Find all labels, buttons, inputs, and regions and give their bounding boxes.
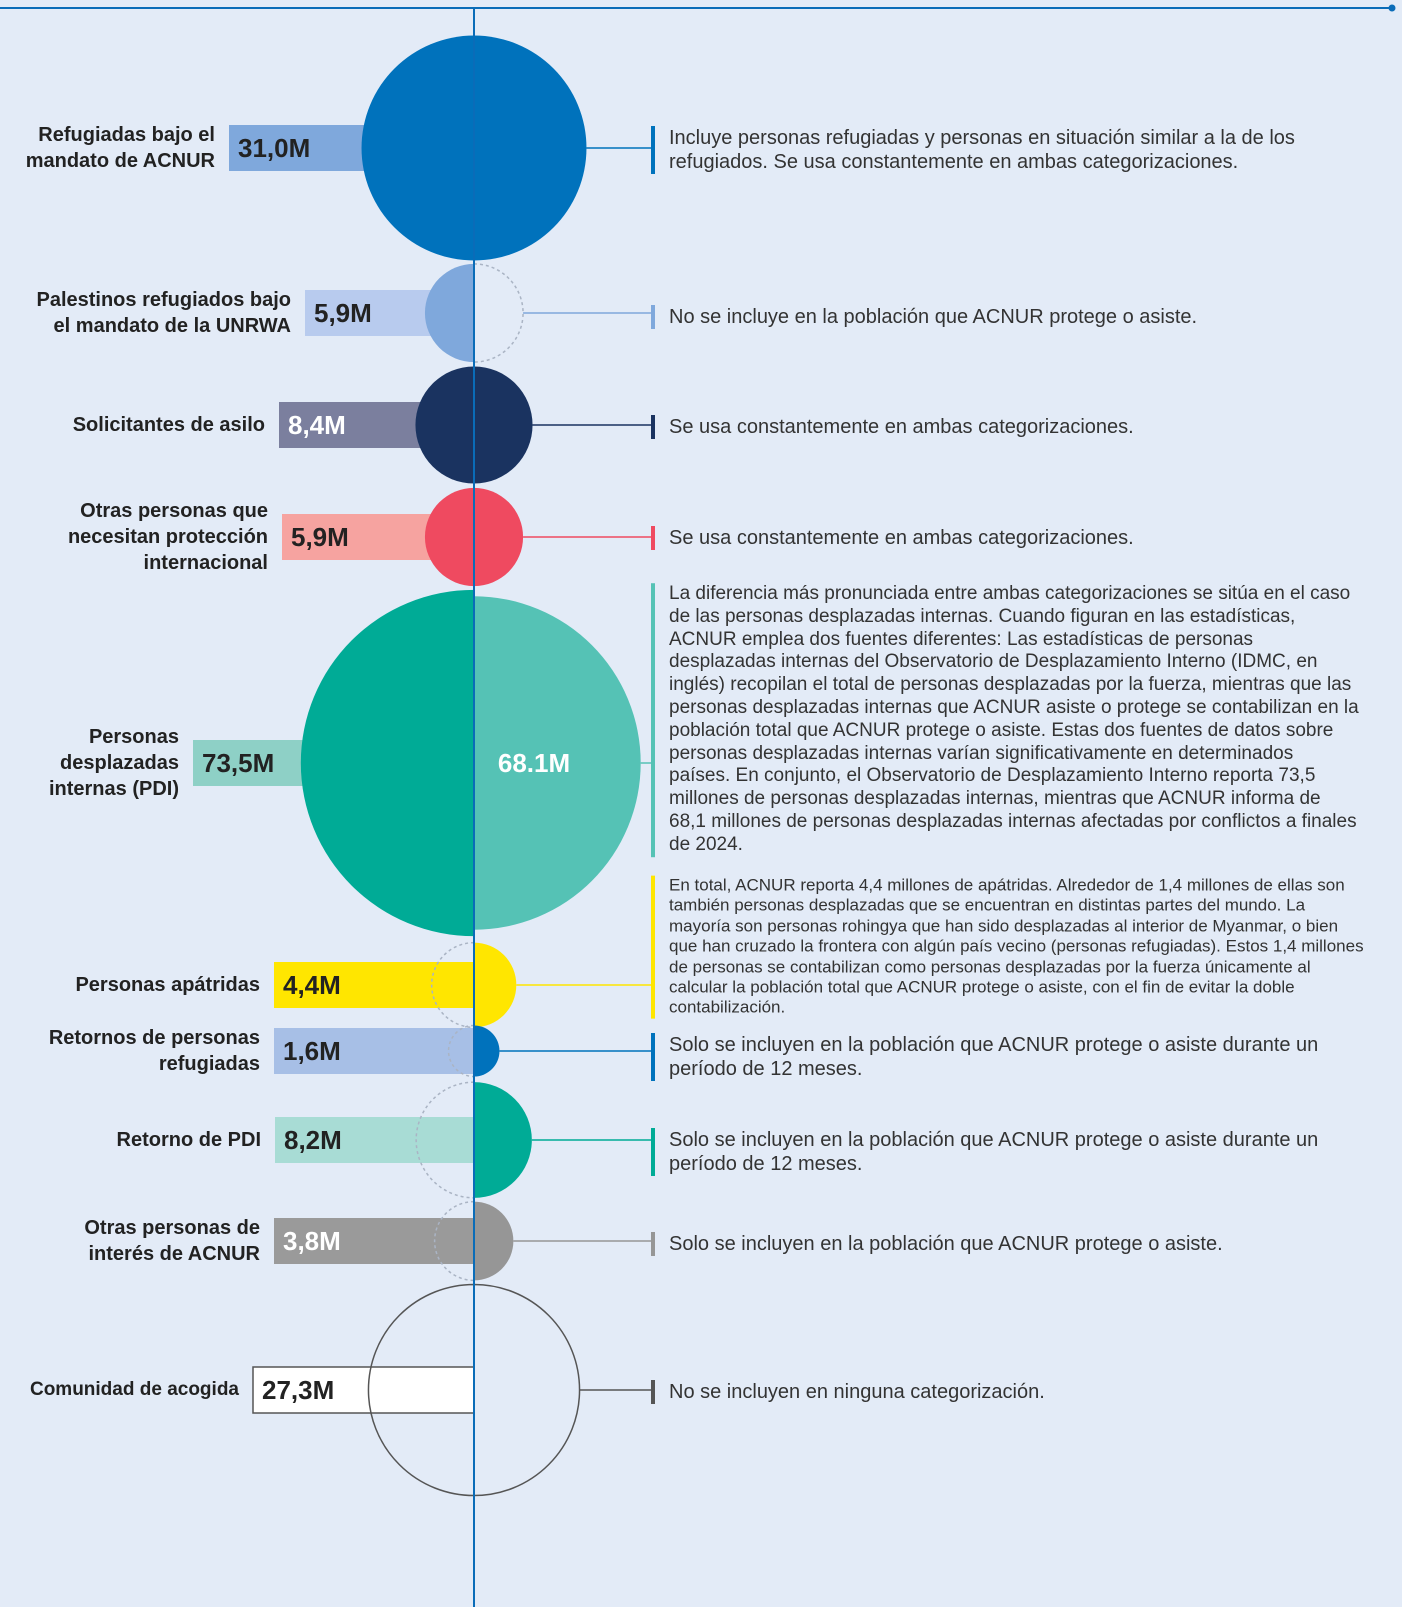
circle-left <box>415 366 474 484</box>
value-label: 31,0M <box>238 133 310 163</box>
circle-left <box>448 1024 475 1078</box>
value-bar <box>275 1117 474 1163</box>
row-label: Retorno de PDI <box>116 1129 261 1151</box>
circle-right <box>474 1201 514 1281</box>
row-label: Retornos de personas refugiadas <box>48 1027 260 1075</box>
row-label: Personas desplazadas internas (PDI) <box>48 726 179 800</box>
value-label: 8,4M <box>288 410 346 440</box>
circle-right <box>474 35 587 261</box>
row-note: Se usa constantemente en ambas categoriz… <box>651 415 1359 439</box>
row-note: Solo se incluyen en la población que ACN… <box>651 1232 1359 1256</box>
row-note: No se incluye en la población que ACNUR … <box>651 305 1359 329</box>
row-note: La diferencia más pronunciada entre amba… <box>651 583 1359 857</box>
row-label: Personas apátridas <box>75 974 260 996</box>
row-note: Se usa constantemente en ambas categoriz… <box>651 526 1359 550</box>
value-label: 3,8M <box>283 1226 341 1256</box>
circle-left <box>361 35 474 261</box>
row-note: Incluye personas refugiadas y personas e… <box>651 126 1359 174</box>
circle-right <box>474 487 524 587</box>
row-note: En total, ACNUR reporta 4,4 millones de … <box>651 875 1369 1019</box>
value-label: 5,9M <box>314 298 372 328</box>
row-label: Palestinos refugiados bajo el mandato de… <box>36 289 291 337</box>
value-bar <box>274 1218 474 1264</box>
row-note: Solo se incluyen en la población que ACN… <box>651 1033 1359 1081</box>
circle-left <box>431 941 475 1029</box>
row-label: Solicitantes de asilo <box>72 414 265 436</box>
row-label: Comunidad de acogida <box>29 1379 239 1400</box>
right-value-label: 68.1M <box>498 748 570 778</box>
circle-right <box>474 366 533 484</box>
circle-left <box>300 589 474 937</box>
circle-right <box>474 1082 532 1198</box>
value-label: 5,9M <box>291 522 349 552</box>
circle-right <box>473 263 524 363</box>
circle-left <box>424 263 474 363</box>
value-label: 73,5M <box>202 748 274 778</box>
row-note: Solo se incluyen en la población que ACN… <box>651 1128 1359 1176</box>
top-dot <box>1388 4 1396 12</box>
circle-right <box>474 942 517 1028</box>
value-bar <box>274 962 474 1008</box>
circle-left <box>424 487 474 587</box>
row-label: Otras personas de interés de ACNUR <box>84 1217 260 1265</box>
value-label: 1,6M <box>283 1036 341 1066</box>
circle-right <box>474 1025 500 1077</box>
row-note: No se incluyen en ninguna categorización… <box>651 1380 1359 1404</box>
value-bar <box>252 1366 475 1414</box>
row-label: Refugiadas bajo el mandato de ACNUR <box>25 124 215 172</box>
value-label: 8,2M <box>284 1125 342 1155</box>
value-label: 27,3M <box>262 1375 334 1405</box>
value-label: 4,4M <box>283 970 341 1000</box>
circle-right <box>474 1284 580 1495</box>
circle-right <box>474 596 641 930</box>
value-bar <box>274 1028 474 1074</box>
row-label: Otras personas que necesitan protección … <box>67 500 268 574</box>
circle-left <box>433 1200 475 1282</box>
